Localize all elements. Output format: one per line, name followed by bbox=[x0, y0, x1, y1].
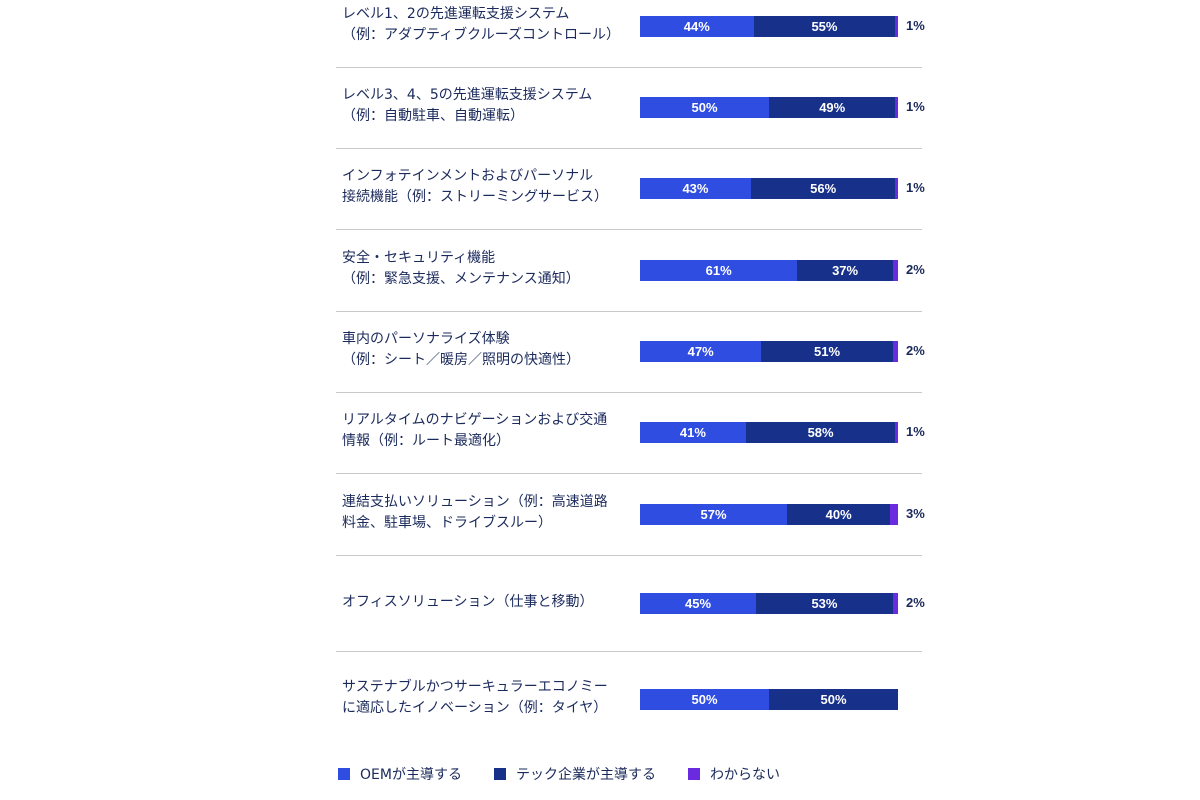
category-label: 安全・セキュリティ機能 （例：緊急支援、メンテナンス通知） bbox=[342, 250, 580, 287]
data-label: 55% bbox=[811, 19, 838, 34]
legend-item: OEMが主導する bbox=[338, 764, 462, 784]
legend: OEMが主導する テック企業が主導する わからない bbox=[338, 764, 780, 784]
bar-segment-unknown bbox=[890, 504, 898, 525]
data-label: 57% bbox=[700, 507, 727, 522]
bar-segment-oem: 41% bbox=[640, 422, 746, 443]
data-label: 50% bbox=[691, 100, 718, 115]
row-divider bbox=[336, 311, 922, 312]
bar-segment-oem: 43% bbox=[640, 178, 751, 199]
data-label-unknown: 1% bbox=[906, 18, 925, 33]
bar-segment-oem: 50% bbox=[640, 689, 769, 710]
data-label-unknown: 1% bbox=[906, 99, 925, 114]
bar-row: 50% 49% bbox=[640, 97, 898, 118]
data-label-unknown: 1% bbox=[906, 424, 925, 439]
bar-segment-tech: 55% bbox=[753, 16, 896, 37]
category-label: インフォテインメントおよびパーソナル 接続機能（例：ストリーミングサービス） bbox=[342, 168, 608, 205]
data-label-unknown: 2% bbox=[906, 343, 925, 358]
bar-segment-tech: 58% bbox=[745, 422, 896, 443]
bar-segment-tech: 51% bbox=[761, 341, 893, 362]
legend-label: OEMが主導する bbox=[360, 767, 462, 783]
bar-row: 41% 58% bbox=[640, 422, 898, 443]
bar-row: 50% 50% bbox=[640, 689, 898, 710]
row-divider bbox=[336, 229, 922, 230]
row-divider bbox=[336, 473, 922, 474]
bar-segment-unknown bbox=[895, 97, 898, 118]
data-label-unknown: 2% bbox=[906, 262, 925, 277]
data-label: 44% bbox=[683, 19, 710, 34]
data-label-unknown: 2% bbox=[906, 595, 925, 610]
category-label: レベル3、4、5の先進運転支援システム （例：自動駐車、自動運転） bbox=[342, 87, 593, 124]
bar-segment-tech: 50% bbox=[769, 689, 898, 710]
row-divider bbox=[336, 148, 922, 149]
data-label: 45% bbox=[685, 596, 712, 611]
legend-item: わからない bbox=[687, 764, 780, 784]
row-divider bbox=[336, 67, 922, 68]
data-label: 51% bbox=[814, 344, 841, 359]
bar-segment-unknown bbox=[895, 422, 898, 443]
data-label: 49% bbox=[819, 100, 846, 115]
category-label: レベル1、2の先進運転支援システム （例：アダプティブクルーズコントロール） bbox=[342, 6, 621, 43]
bar-row: 61% 37% bbox=[640, 260, 898, 281]
category-label: 車内のパーソナライズ体験 （例：シート／暖房／照明の快適性） bbox=[342, 331, 580, 368]
bar-segment-oem: 47% bbox=[640, 341, 762, 362]
data-label-unknown: 1% bbox=[906, 180, 925, 195]
bar-row: 47% 51% bbox=[640, 341, 898, 362]
legend-swatch bbox=[687, 768, 700, 780]
category-label: サステナブルかつサーキュラーエコノミー に適応したイノベーション（例：タイヤ） bbox=[342, 679, 608, 716]
data-label-unknown: 3% bbox=[906, 506, 925, 521]
bar-row: 43% 56% bbox=[640, 178, 898, 199]
bar-row: 44% 55% bbox=[640, 16, 898, 37]
data-label: 50% bbox=[820, 692, 847, 707]
data-label: 50% bbox=[691, 692, 718, 707]
bar-segment-oem: 57% bbox=[640, 504, 788, 525]
bar-segment-tech: 40% bbox=[787, 504, 891, 525]
row-divider bbox=[336, 392, 922, 393]
legend-swatch bbox=[493, 768, 506, 780]
bar-segment-unknown bbox=[892, 593, 898, 614]
bar-segment-unknown bbox=[895, 16, 898, 37]
bar-segment-tech: 49% bbox=[769, 97, 896, 118]
legend-item: テック企業が主導する bbox=[493, 764, 656, 784]
bar-segment-tech: 56% bbox=[750, 178, 896, 199]
bar-segment-tech: 37% bbox=[797, 260, 893, 281]
data-label: 47% bbox=[687, 344, 714, 359]
bar-segment-unknown bbox=[892, 341, 898, 362]
bar-segment-oem: 61% bbox=[640, 260, 798, 281]
row-divider bbox=[336, 555, 922, 556]
legend-label: わからない bbox=[709, 767, 780, 783]
legend-label: テック企業が主導する bbox=[515, 767, 656, 783]
row-divider bbox=[336, 651, 922, 652]
bar-segment-oem: 44% bbox=[640, 16, 754, 37]
data-label: 53% bbox=[811, 596, 838, 611]
data-label: 41% bbox=[679, 425, 706, 440]
category-label: 連結支払いソリューション（例：高速道路 料金、駐車場、ドライブスルー） bbox=[342, 494, 608, 531]
data-label: 40% bbox=[825, 507, 852, 522]
bar-row: 57% 40% bbox=[640, 504, 898, 525]
bar-segment-oem: 45% bbox=[640, 593, 757, 614]
data-label: 37% bbox=[832, 263, 859, 278]
category-label: オフィスソリューション（仕事と移動） bbox=[342, 593, 594, 610]
data-label: 56% bbox=[810, 181, 837, 196]
bar-row: 45% 53% bbox=[640, 593, 898, 614]
bar-segment-unknown bbox=[892, 260, 898, 281]
bar-segment-oem: 50% bbox=[640, 97, 769, 118]
data-label: 43% bbox=[682, 181, 709, 196]
category-label: リアルタイムのナビゲーションおよび交通 情報（例：ルート最適化） bbox=[342, 412, 608, 449]
bar-segment-unknown bbox=[895, 178, 898, 199]
legend-swatch bbox=[338, 768, 350, 780]
bar-segment-tech: 53% bbox=[756, 593, 893, 614]
data-label: 58% bbox=[807, 425, 834, 440]
data-label: 61% bbox=[705, 263, 732, 278]
